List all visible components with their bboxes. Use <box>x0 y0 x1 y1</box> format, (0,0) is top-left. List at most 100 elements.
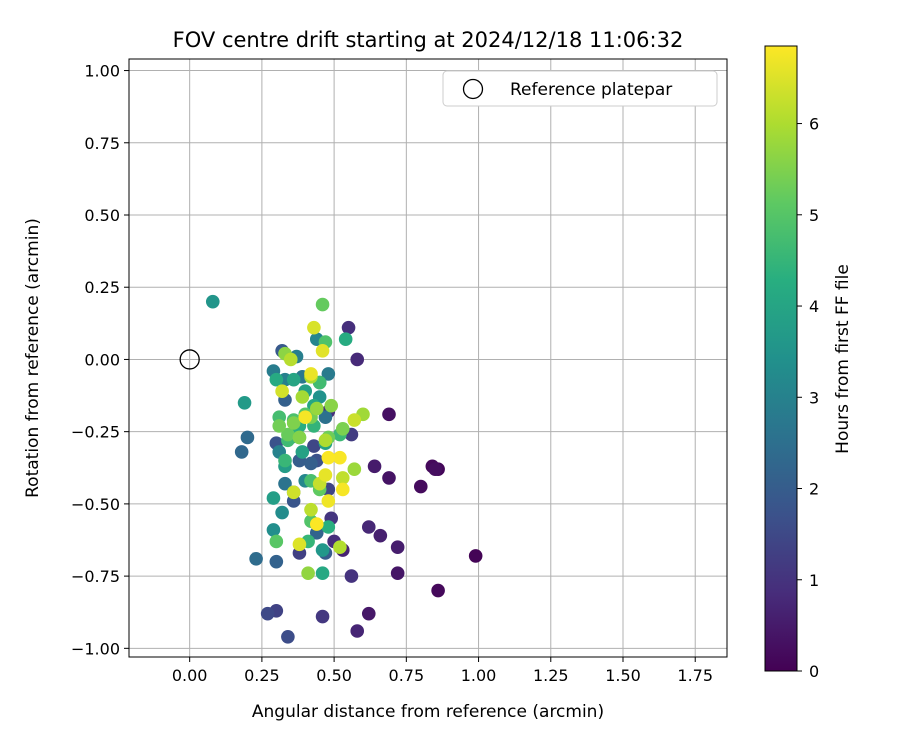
x-tick-label: 1.50 <box>605 666 641 685</box>
y-tick-label: 0.25 <box>84 278 120 297</box>
x-tick-label: 0.00 <box>172 666 208 685</box>
data-point <box>307 320 321 335</box>
y-tick-label: −1.00 <box>71 639 120 658</box>
y-tick-label: −0.75 <box>71 567 120 586</box>
colorbar-tick-label: 3 <box>809 388 819 407</box>
y-tick-label: 0.00 <box>84 350 120 369</box>
data-point <box>281 629 295 644</box>
data-point <box>335 471 350 485</box>
data-point <box>382 407 396 422</box>
x-axis-label: Angular distance from reference (arcmin) <box>252 702 604 722</box>
y-axis-ticks: −1.00 −0.75 −0.50 −0.25 0.00 0.25 0.50 0.75 1.00 <box>71 62 129 658</box>
plot-frame <box>128 58 728 658</box>
x-tick-label: 1.75 <box>677 666 713 685</box>
data-point <box>249 551 263 566</box>
data-point <box>344 569 359 583</box>
data-point <box>321 520 336 534</box>
data-point <box>260 606 275 621</box>
data-point <box>283 352 298 367</box>
data-point <box>335 421 350 436</box>
data-point <box>321 367 336 381</box>
data-point <box>318 433 333 448</box>
data-point <box>266 491 281 505</box>
colorbar-tick-label: 2 <box>809 480 819 499</box>
data-point <box>361 520 376 534</box>
data-point <box>275 384 289 399</box>
data-point <box>318 468 333 482</box>
y-tick-label: 1.00 <box>84 62 120 81</box>
data-point <box>347 462 362 477</box>
data-point <box>278 476 292 491</box>
colorbar-ticks: 0 1 2 3 4 5 6 <box>797 115 819 681</box>
x-tick-label: 0.50 <box>316 666 352 685</box>
data-point <box>315 543 330 557</box>
data-point <box>292 430 307 445</box>
data-point <box>382 471 396 485</box>
data-point <box>298 410 313 425</box>
y-tick-label: 0.50 <box>84 206 120 225</box>
data-point <box>341 320 356 335</box>
y-tick-label: −0.50 <box>71 495 120 514</box>
reference-platepar-marker <box>179 349 200 370</box>
data-point <box>295 390 310 404</box>
data-point <box>237 395 252 410</box>
data-point <box>269 372 284 387</box>
data-point <box>390 540 405 555</box>
data-point <box>295 445 310 459</box>
colorbar-tick-label: 4 <box>809 297 819 316</box>
data-point <box>278 453 292 468</box>
colorbar-gradient <box>764 45 798 672</box>
data-point <box>315 609 330 624</box>
colorbar: 0 1 2 3 4 5 6 Hours from first FF file <box>764 45 853 681</box>
data-point <box>272 419 287 433</box>
data-point <box>335 482 350 497</box>
y-tick-label: 0.75 <box>84 134 120 153</box>
data-point <box>367 459 382 474</box>
data-point <box>234 445 249 459</box>
data-point <box>315 343 330 358</box>
scatter-points <box>205 294 483 644</box>
data-point <box>275 505 289 520</box>
data-point <box>321 494 336 508</box>
data-point <box>309 401 324 416</box>
colorbar-tick-label: 0 <box>809 662 819 681</box>
x-tick-label: 0.75 <box>389 666 425 685</box>
data-point <box>266 523 281 537</box>
data-point <box>307 439 321 453</box>
data-point <box>309 517 324 531</box>
data-point <box>350 624 365 638</box>
data-point <box>373 528 388 543</box>
data-point <box>324 398 339 413</box>
data-point <box>304 456 318 471</box>
y-axis-label: Rotation from reference (arcmin) <box>23 218 43 498</box>
data-point <box>304 502 318 517</box>
data-point <box>292 537 307 552</box>
data-point <box>269 534 284 549</box>
data-point <box>333 450 347 465</box>
data-point <box>333 540 347 555</box>
data-point <box>286 416 301 430</box>
data-point <box>304 367 318 381</box>
data-point <box>321 450 336 465</box>
data-point <box>269 554 284 569</box>
x-tick-label: 1.25 <box>533 666 569 685</box>
data-point <box>468 549 483 563</box>
data-point <box>350 352 365 367</box>
data-point <box>205 294 220 309</box>
y-tick-label: −0.25 <box>71 423 120 442</box>
data-point <box>286 485 301 500</box>
data-point <box>431 583 445 598</box>
legend-box <box>442 70 718 107</box>
x-tick-label: 1.00 <box>461 666 497 685</box>
data-point <box>347 413 362 427</box>
data-point <box>301 566 315 581</box>
data-point <box>286 372 301 387</box>
colorbar-tick-label: 5 <box>809 206 819 225</box>
x-tick-label: 0.25 <box>244 666 280 685</box>
data-point <box>240 430 255 445</box>
colorbar-tick-label: 6 <box>809 115 819 134</box>
data-point <box>315 566 330 581</box>
colorbar-tick-label: 1 <box>809 571 819 590</box>
